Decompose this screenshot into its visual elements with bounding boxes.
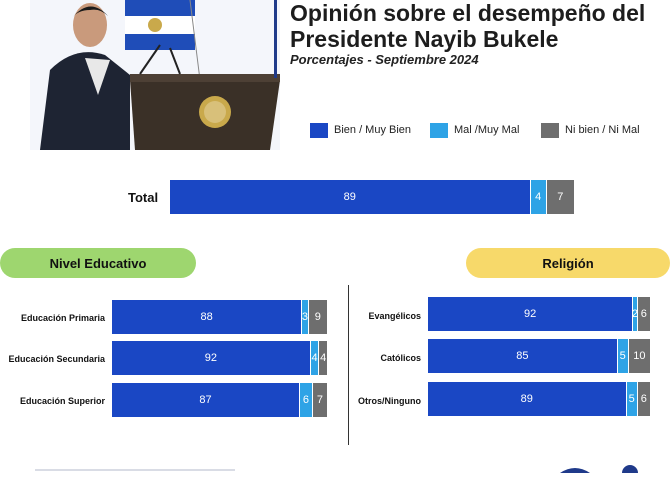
- bar-segment-bien: 89: [170, 180, 530, 214]
- data-label-ni: 4: [320, 352, 327, 364]
- bar-catolicos: 85 5 10: [428, 339, 650, 373]
- title-line-1: Opinión sobre el desempeño del: [290, 0, 646, 26]
- data-label-ni: 10: [633, 350, 646, 362]
- bar-segment-mal: 2: [631, 297, 639, 331]
- data-label-ni: 6: [640, 393, 647, 405]
- legend-swatch-ni: [541, 122, 559, 138]
- data-label-mal: 4: [535, 191, 542, 203]
- bar-segment-ni: 9: [307, 300, 327, 334]
- legend-item-ni: Ni bien / Ni Mal: [541, 122, 640, 138]
- data-label-ni: 7: [316, 394, 324, 406]
- bar-segment-ni: 7: [311, 383, 327, 417]
- title-line-2: Presidente Nayib Bukele: [290, 26, 559, 52]
- bar-primaria: 88 3 9: [112, 300, 327, 334]
- section-pill-education: Nivel Educativo: [0, 248, 196, 278]
- bar-segment-ni: 6: [636, 382, 650, 416]
- footer-strip: [0, 460, 670, 478]
- row-label-superior: Educación Superior: [19, 396, 105, 406]
- data-label-mal: 4: [311, 352, 318, 364]
- bar-secundaria: 92 4 4: [112, 341, 327, 375]
- data-label-ni: 7: [557, 191, 564, 203]
- data-label-bien: 92: [523, 308, 537, 320]
- bar-segment-bien: 89: [428, 382, 626, 416]
- section-pill-religion: Religión: [466, 248, 670, 278]
- bar-segment-bien: 92: [112, 341, 310, 375]
- section-divider: [348, 285, 349, 445]
- data-label-bien: 88: [200, 311, 213, 323]
- legend-item-bien: Bien / Muy Bien: [310, 122, 411, 138]
- bar-segment-ni: 10: [627, 339, 650, 373]
- data-label-mal: 5: [619, 350, 626, 362]
- bar-segment-mal: 4: [309, 341, 319, 375]
- data-label-ni: 6: [640, 308, 647, 320]
- data-label-bien: 92: [204, 352, 218, 364]
- bar-segment-bien: 87: [112, 383, 300, 417]
- bar-segment-mal: 6: [299, 383, 312, 417]
- legend-swatch-mal: [430, 122, 448, 138]
- bar-segment-bien: 92: [428, 297, 633, 331]
- page-subtitle: Porcentajes - Septiembre 2024: [290, 52, 479, 67]
- row-label-catolicos: Católicos: [380, 353, 421, 363]
- data-label-bien: 89: [520, 393, 533, 405]
- title-accent-line: [274, 0, 277, 78]
- bar-segment-bien: 85: [428, 339, 617, 373]
- bar-segment-mal: 5: [616, 339, 628, 373]
- page-title: Opinión sobre el desempeño del President…: [290, 0, 645, 52]
- row-label-secundaria: Educación Secundaria: [8, 354, 105, 364]
- row-label-primaria: Educación Primaria: [20, 313, 105, 323]
- row-label-evangelicos: Evangélicos: [368, 311, 421, 321]
- data-label-mal: 2: [631, 308, 639, 320]
- president-photo: [30, 0, 280, 150]
- data-label-mal: 5: [628, 393, 635, 405]
- legend-label-bien: Bien / Muy Bien: [334, 124, 412, 136]
- data-label-bien: 87: [199, 394, 212, 406]
- data-label-mal: 6: [302, 394, 310, 406]
- legend-item-mal: Mal /Muy Mal: [430, 122, 519, 138]
- bar-segment-ni: 6: [636, 297, 650, 331]
- bar-evangelicos: 92 2 6: [428, 297, 650, 331]
- data-label-mal: 3: [301, 311, 308, 323]
- legend-label-ni: Ni bien / Ni Mal: [565, 124, 640, 136]
- total-bar: 89 4 7: [170, 180, 574, 214]
- bar-segment-bien: 88: [112, 300, 302, 334]
- total-label: Total: [128, 190, 159, 205]
- bar-superior: 87 6 7: [112, 383, 327, 417]
- bar-segment-mal: 3: [301, 300, 308, 334]
- legend: Bien / Muy Bien Mal /Muy Mal Ni bien / N…: [0, 122, 670, 138]
- legend-label-mal: Mal /Muy Mal: [454, 124, 520, 136]
- bar-segment-ni: 7: [545, 180, 574, 214]
- legend-swatch-bien: [310, 122, 328, 138]
- bar-segment-mal: 5: [625, 382, 637, 416]
- bar-segment-mal: 4: [529, 180, 546, 214]
- row-label-otros: Otros/Ninguno: [358, 396, 421, 406]
- bar-otros: 89 5 6: [428, 382, 650, 416]
- bar-segment-ni: 4: [318, 341, 327, 375]
- data-label-ni: 9: [314, 311, 321, 323]
- data-label-bien: 85: [516, 350, 529, 362]
- data-label-bien: 89: [343, 191, 356, 203]
